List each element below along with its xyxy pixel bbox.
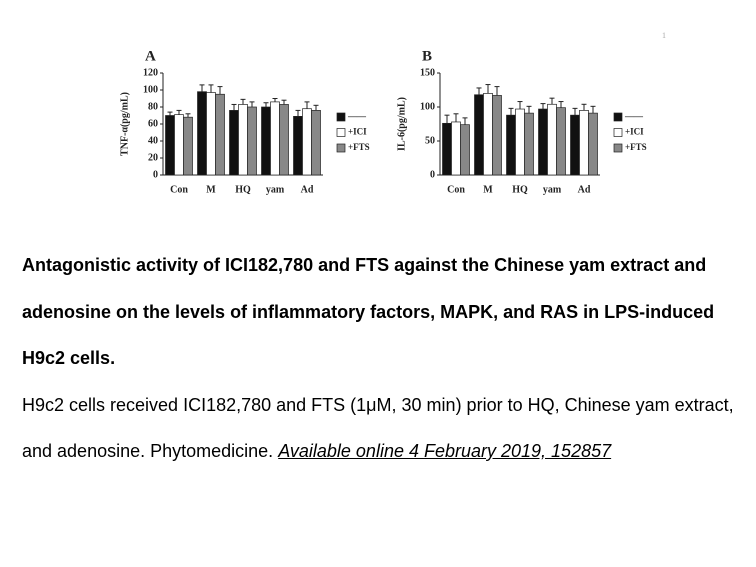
y-tick-label: 0 (153, 169, 158, 180)
bar (442, 122, 452, 176)
y-tick-label: 150 (420, 67, 435, 78)
bar (579, 110, 589, 176)
bar (206, 92, 216, 176)
bar (460, 124, 470, 176)
legend-swatch (336, 128, 346, 137)
x-tick-label: yam (543, 184, 562, 195)
x-tick-label: Ad (301, 184, 314, 195)
bar (183, 116, 193, 176)
bar (293, 115, 303, 176)
legend-label: +ICI (348, 127, 367, 137)
x-tick-label: Con (170, 184, 188, 195)
bar (302, 108, 312, 176)
bar (570, 114, 580, 176)
bar (165, 115, 175, 176)
caption-body: H9c2 cells received ICI182,780 and FTS (… (22, 382, 752, 475)
caption: Antagonistic activity of ICI182,780 and … (22, 242, 752, 475)
legend-swatch (613, 112, 623, 122)
y-tick-label: 0 (430, 169, 435, 180)
legend-swatch (613, 128, 623, 137)
y-tick-label: 80 (148, 101, 158, 112)
x-tick-label: HQ (235, 184, 251, 195)
bar (197, 91, 207, 176)
legend-label: +FTS (348, 142, 370, 152)
y-tick-label: 60 (148, 118, 158, 129)
legend-label: —— (347, 111, 367, 121)
bar (524, 112, 534, 176)
y-tick-label: 20 (148, 152, 158, 163)
page-mark: 1 (662, 31, 666, 40)
bar (506, 114, 516, 176)
x-tick-label: Con (447, 184, 465, 195)
bar (492, 95, 502, 176)
figure: 1 A TNF-α(pg/mL) 0 20 40 60 80 100 120 Con M HQ yam A… (119, 31, 666, 195)
x-tick-label: M (206, 184, 216, 195)
bar (474, 94, 484, 176)
y-tick-label: 40 (148, 135, 158, 146)
legend-swatch (336, 143, 346, 153)
x-tick-label: Ad (578, 184, 591, 195)
bar (538, 108, 548, 176)
x-tick-label: M (483, 184, 493, 195)
bar (247, 106, 257, 176)
chart-title: A (145, 48, 156, 64)
legend-label: +FTS (625, 142, 647, 152)
chart-title: B (422, 48, 432, 64)
y-axis-label: IL-6(pg/mL) (396, 97, 407, 151)
bar (588, 112, 598, 176)
bar (451, 121, 461, 176)
y-tick-label: 100 (143, 84, 158, 95)
bar (483, 93, 493, 176)
legend-label: —— (624, 111, 644, 121)
bar (238, 104, 248, 176)
x-tick-label: yam (266, 184, 285, 195)
y-tick-label: 100 (420, 101, 435, 112)
caption-text: H9c2 cells received ICI182,780 and FTS (… (22, 394, 734, 462)
bar (515, 108, 525, 176)
x-tick-label: HQ (512, 184, 528, 195)
bar (311, 110, 321, 176)
legend-swatch (613, 143, 623, 153)
bar (229, 110, 239, 176)
legend-swatch (336, 112, 346, 122)
bar (174, 114, 184, 176)
bar (547, 103, 557, 176)
bar (261, 106, 271, 176)
bar (556, 107, 566, 176)
y-axis-label: TNF-α(pg/mL) (119, 92, 130, 156)
bar (279, 104, 289, 176)
y-tick-label: 120 (143, 67, 158, 78)
y-tick-label: 50 (425, 135, 435, 146)
caption-title: Antagonistic activity of ICI182,780 and … (22, 255, 715, 368)
bar (215, 93, 225, 176)
bar (270, 101, 280, 176)
caption-link[interactable]: Available online 4 February 2019, 152857 (278, 441, 612, 461)
legend-label: +ICI (625, 127, 644, 137)
